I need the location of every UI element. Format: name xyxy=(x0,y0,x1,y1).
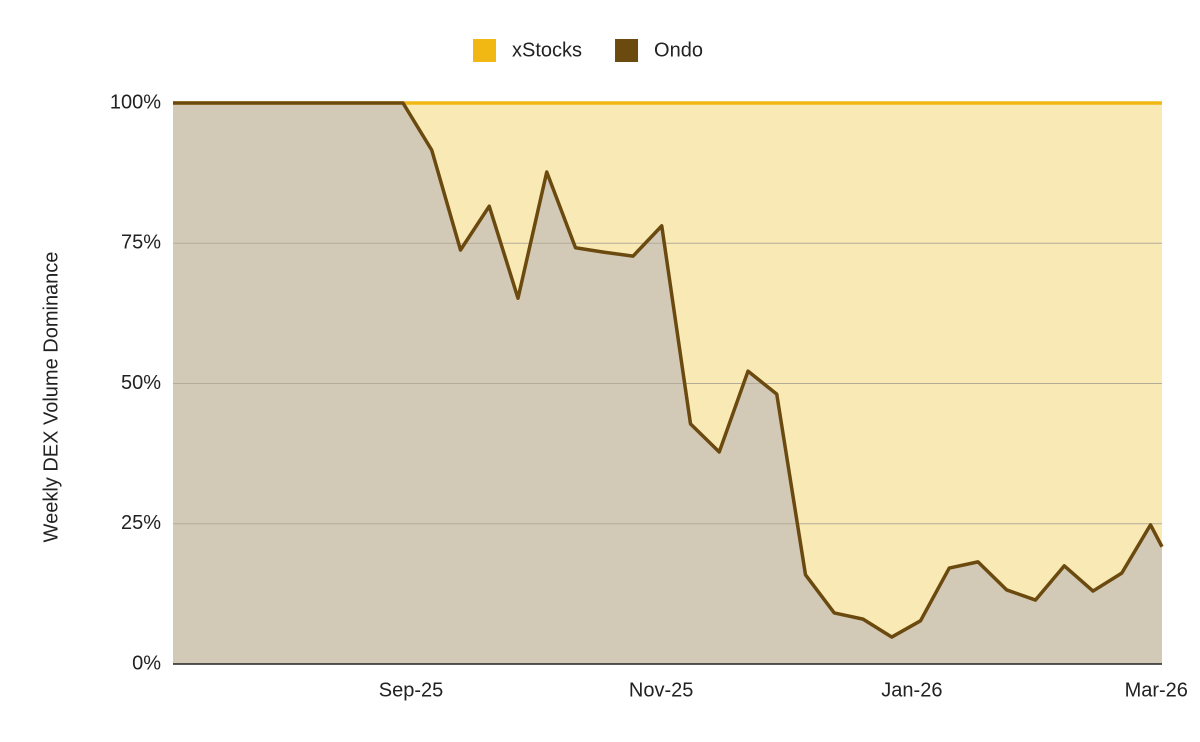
line xyxy=(173,101,1164,639)
x-tick-label: Mar-26 xyxy=(1125,679,1188,701)
x-tick-label: Nov-25 xyxy=(629,679,693,701)
y-tick-label: 100% xyxy=(110,91,161,113)
legend-swatch xyxy=(473,39,496,62)
legend-swatch xyxy=(615,39,639,62)
y-tick-label: 0% xyxy=(132,652,161,674)
area xyxy=(173,103,1162,638)
x-tick-label: Jan-26 xyxy=(881,679,942,701)
y-tick-label: 25% xyxy=(121,512,161,534)
legend-label: Ondo xyxy=(654,39,703,61)
legend-label: xStocks xyxy=(512,39,582,61)
y-tick-label: 75% xyxy=(121,232,161,254)
y-tick-label: 50% xyxy=(121,372,161,394)
y-axis-label: Weekly DEX Volume Dominance xyxy=(40,252,62,543)
x-tick-label: Sep-25 xyxy=(379,679,444,701)
